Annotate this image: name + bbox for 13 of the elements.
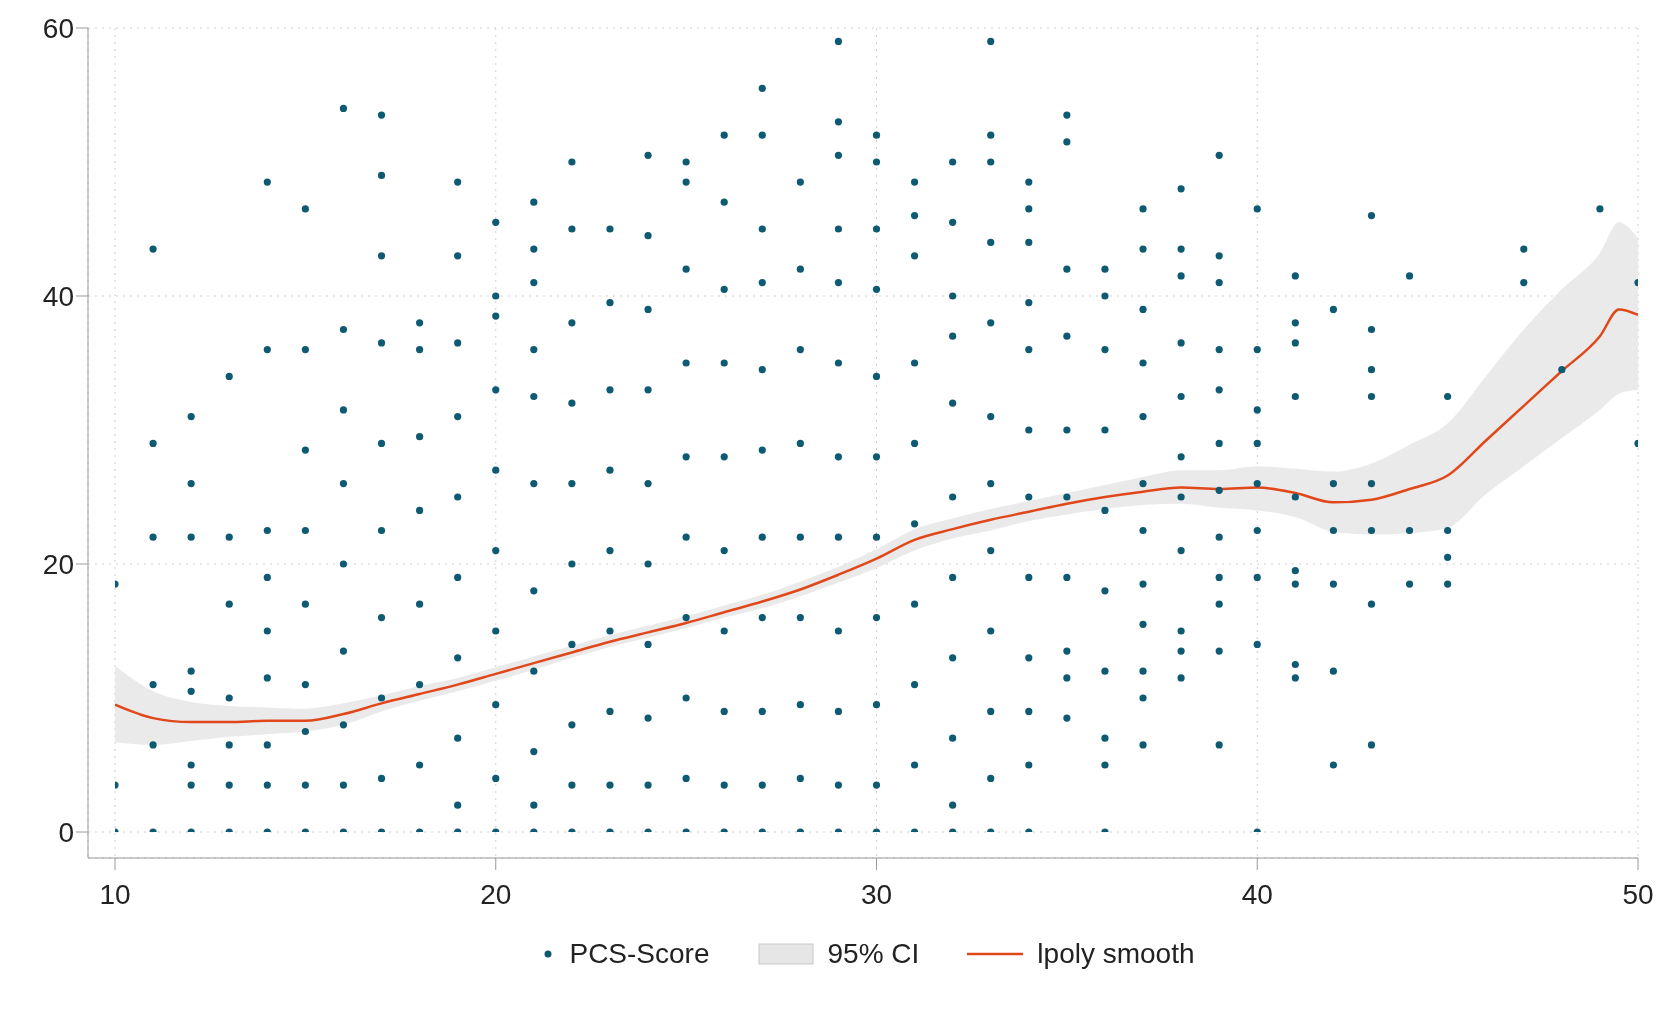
y-tick-label: 60	[42, 12, 74, 44]
y-tick-label: 40	[42, 280, 74, 312]
x-tick-label: 50	[1622, 878, 1654, 910]
x-tick-label: 10	[99, 878, 131, 910]
y-tick-label: 20	[42, 548, 74, 580]
text: 95% CI	[827, 938, 920, 970]
x-tick-label: 20	[480, 878, 512, 910]
y-tick-label: 0	[58, 816, 74, 848]
legend-label: PCS-Score	[569, 938, 710, 970]
legend-label: lpoly smooth	[1037, 938, 1195, 970]
x-tick-label: 30	[860, 878, 893, 910]
line-series	[115, 308, 1638, 724]
x-tick-label: 40	[1241, 878, 1273, 910]
